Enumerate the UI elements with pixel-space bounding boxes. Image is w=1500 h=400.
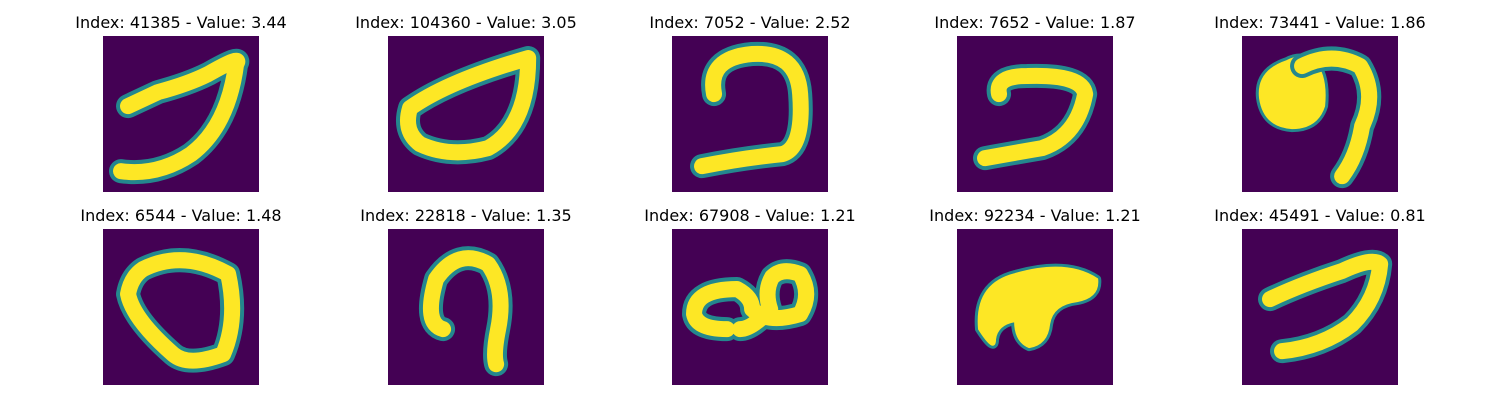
glyph-image: [1242, 229, 1398, 385]
glyph-image: [103, 229, 259, 385]
glyph-strokes: [109, 48, 250, 185]
glyph-image: [388, 229, 544, 385]
panel-title: Index: 22818 - Value: 1.35: [360, 206, 572, 225]
panel-title: Index: 41385 - Value: 3.44: [75, 13, 287, 32]
glyph-strokes: [973, 63, 1098, 171]
panel-title: Index: 45491 - Value: 0.81: [1214, 206, 1426, 225]
image-panel-2: Index: 104360 - Value: 3.05: [355, 13, 577, 193]
panel-title: Index: 6544 - Value: 1.48: [80, 206, 282, 225]
image-panel-1: Index: 41385 - Value: 3.44: [75, 13, 287, 193]
glyph-image: [957, 36, 1113, 192]
image-panel-8: Index: 67908 - Value: 1.21: [644, 206, 856, 386]
glyph-strokes: [418, 246, 513, 377]
panel-title: Index: 7052 - Value: 2.52: [649, 13, 851, 32]
panel-title: Index: 92234 - Value: 1.21: [929, 206, 1141, 225]
image-panel-9: Index: 92234 - Value: 1.21: [929, 206, 1141, 386]
glyph-image: [103, 36, 259, 192]
panel-title: Index: 7652 - Value: 1.87: [934, 13, 1136, 32]
glyph-image: [957, 229, 1113, 385]
panel-title: Index: 73441 - Value: 1.86: [1214, 13, 1426, 32]
glyph-strokes: [974, 263, 1102, 352]
image-panel-3: Index: 7052 - Value: 2.52: [649, 13, 851, 193]
glyph-strokes: [1255, 46, 1382, 189]
image-panel-5: Index: 73441 - Value: 1.86: [1214, 13, 1426, 193]
glyph-image: [672, 36, 828, 192]
glyph-strokes: [116, 248, 245, 373]
glyph-image: [672, 229, 828, 385]
image-panel-6: Index: 6544 - Value: 1.48: [80, 206, 282, 386]
panel-title: Index: 104360 - Value: 3.05: [355, 13, 577, 32]
glyph-strokes: [682, 259, 819, 342]
panel-title: Index: 67908 - Value: 1.21: [644, 206, 856, 225]
glyph-strokes: [396, 46, 541, 165]
image-panel-4: Index: 7652 - Value: 1.87: [934, 13, 1136, 193]
glyph-strokes: [690, 41, 813, 179]
glyph-image: [1242, 36, 1398, 192]
image-panel-10: Index: 45491 - Value: 0.81: [1214, 206, 1426, 386]
image-panel-7: Index: 22818 - Value: 1.35: [360, 206, 572, 386]
glyph-strokes: [1258, 249, 1393, 364]
glyph-image: [388, 36, 544, 192]
